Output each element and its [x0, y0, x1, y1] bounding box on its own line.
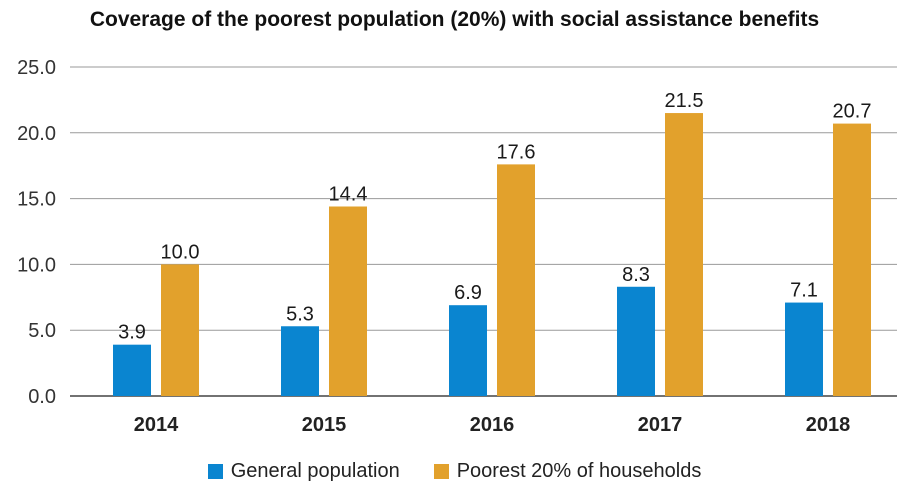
- chart-title: Coverage of the poorest population (20%)…: [89, 8, 820, 31]
- x-tick-label: 2016: [470, 414, 515, 436]
- y-tick-label: 25.0: [17, 57, 56, 79]
- data-label: 8.3: [622, 264, 650, 286]
- legend-label-general-population: General population: [230, 460, 400, 482]
- bar-general-population: [785, 302, 823, 396]
- y-tick-label: 0.0: [28, 386, 56, 408]
- bar-poorest-20: [329, 206, 367, 396]
- data-label: 20.7: [833, 101, 872, 123]
- bar-poorest-20: [665, 113, 703, 396]
- legend-item-poorest-20: Poorest 20% of households: [433, 460, 702, 483]
- bar-general-population: [617, 286, 655, 396]
- data-label: 21.5: [665, 90, 704, 112]
- x-tick-label: 2014: [134, 414, 179, 436]
- bar-general-population: [113, 344, 151, 396]
- x-tick-label: 2018: [806, 414, 851, 436]
- data-label: 10.0: [161, 241, 200, 263]
- bar-general-population: [449, 305, 487, 396]
- legend-label-poorest-20: Poorest 20% of households: [456, 460, 702, 482]
- legend-swatch-poorest-20: [433, 464, 449, 479]
- bar-poorest-20: [497, 164, 535, 396]
- data-label: 3.9: [118, 322, 146, 344]
- legend-swatch-general-population: [207, 464, 223, 479]
- legend-item-general-population: General population: [207, 460, 400, 483]
- data-label: 5.3: [286, 303, 314, 325]
- x-tick-label: 2017: [638, 414, 683, 436]
- bar-general-population: [281, 326, 319, 396]
- y-tick-label: 20.0: [17, 123, 56, 145]
- y-tick-label: 5.0: [28, 320, 56, 342]
- y-tick-label: 10.0: [17, 254, 56, 276]
- y-tick-label: 15.0: [17, 189, 56, 211]
- data-label: 17.6: [497, 141, 536, 163]
- data-label: 14.4: [329, 183, 368, 205]
- chart-legend: General population Poorest 20% of househ…: [0, 460, 909, 483]
- data-label: 7.1: [790, 280, 818, 302]
- bar-poorest-20: [161, 264, 199, 396]
- x-tick-label: 2015: [302, 414, 347, 436]
- bar-poorest-20: [833, 123, 871, 396]
- data-label: 6.9: [454, 282, 482, 304]
